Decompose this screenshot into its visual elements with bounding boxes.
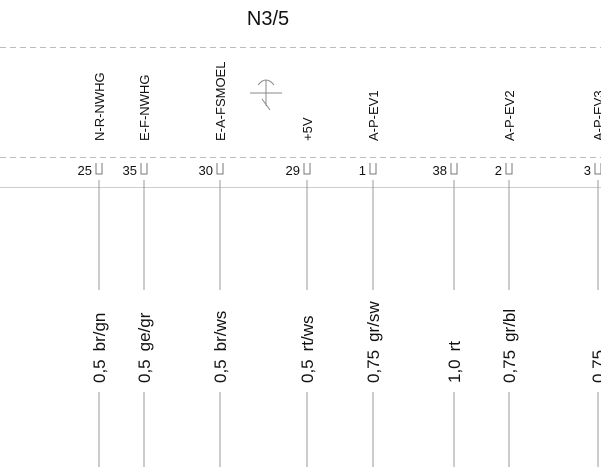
pin-number: 29 [286,163,300,178]
pin-number: 38 [433,163,447,178]
wire-section: 1,0 [445,359,464,383]
pin-label: +5V [300,117,315,141]
pin-symbol [594,163,601,175]
pin-label: A-P-EV3 [591,90,601,141]
wire-color: rt [445,341,464,352]
wire-section: 0,5 [135,359,154,383]
pin-symbol [95,163,103,175]
pin-label: N-R-NWHG [92,72,107,141]
pin-symbol [216,163,224,175]
pin-label: E-F-NWHG [137,75,152,141]
pin-symbol [450,163,458,175]
pin-number: 25 [78,163,92,178]
wire-color: gr/sw [364,301,383,342]
pin-label: A-P-EV2 [502,90,517,141]
pin-symbol [369,163,377,175]
wire-color: rt/ws [298,315,317,351]
wire-section: 0,5 [298,359,317,383]
wire-section: 0,75 [500,350,519,383]
pin-number: 1 [359,163,366,178]
shield-symbol [250,79,282,111]
wire-section: 0,75 [589,350,601,383]
wire-section: 0,5 [211,359,230,383]
wire-color: br/gn [90,313,109,352]
pin-label: E-A-FSMOEL [213,62,228,141]
wire-color: br/ws [211,311,230,352]
wire-section: 0,5 [90,359,109,383]
wire-section: 0,75 [364,350,383,383]
pin-symbol [505,163,513,175]
pin-label: A-P-EV1 [366,90,381,141]
pin-number: 30 [199,163,213,178]
wire-color: ge/gr [135,312,154,351]
pin-number: 35 [123,163,137,178]
pin-number: 3 [584,163,591,178]
pin-number: 2 [495,163,502,178]
wire-color: gr/bl [500,309,519,342]
pin-symbol [303,163,311,175]
title: N3/5 [247,8,289,30]
pin-symbol [140,163,148,175]
